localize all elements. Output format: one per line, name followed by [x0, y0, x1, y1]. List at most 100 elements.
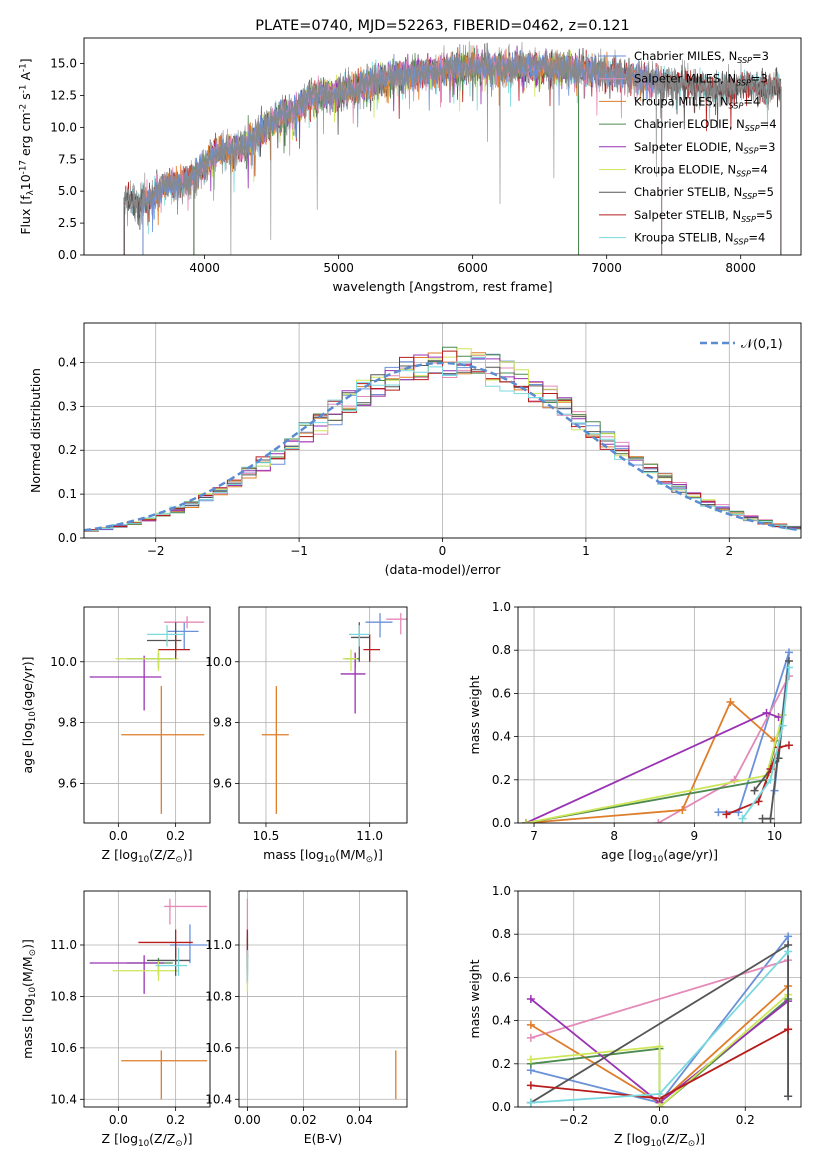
- y-tick-label: 0.4: [492, 1014, 511, 1028]
- y-tick-label: 0.0: [58, 531, 77, 545]
- weight-marker: [750, 786, 759, 795]
- axes-frame: [238, 606, 408, 824]
- weight-line: [525, 700, 776, 823]
- x-tick-label: 9: [691, 829, 699, 843]
- weight-marker: [784, 1092, 793, 1101]
- legend-label: Chabrier STELIB, NSSP=5: [634, 185, 774, 201]
- y-tick-label: 15.0: [50, 57, 77, 71]
- weight-marker: [784, 932, 793, 941]
- axes-frame: [83, 890, 211, 1108]
- chart-mass-Z: 0.0 0.2 10.4 10.6 10.8 11.0 Z [log10(Z/Z⊙)] mas…: [20, 890, 211, 1149]
- weight-marker: [784, 741, 793, 750]
- y-tick-label: 0.4: [492, 730, 511, 744]
- x-tick-label: 4000: [189, 261, 220, 275]
- legend-label: Salpeter STELIB, NSSP=5: [634, 208, 773, 224]
- weight-marker: [784, 663, 793, 672]
- observed-spectrum: [123, 41, 782, 255]
- weight-line: [741, 667, 790, 820]
- axes-frame: [83, 322, 802, 539]
- weight-marker: [655, 1090, 664, 1099]
- y-tick-label: 11.0: [50, 938, 77, 952]
- chart-residuals: −2 −1 0 1 2 0.0 0.1 0.2 0.3 0.4 (data-model)/error…: [28, 322, 802, 577]
- y-tick-label: 9.6: [213, 776, 232, 790]
- chart-weight-age: 7 8 9 10 0.0 0.2 0.4 0.6 0.8 1.0 age [log10(age/yr…: [467, 600, 802, 865]
- chart-weight-Z: −0.2 0.0 0.2 0.0 0.2 0.4 0.6 0.8 1.0 Z [log10(Z/Z…: [467, 884, 802, 1149]
- y-axis-label: Normed distribution: [28, 368, 43, 493]
- legend-label: Chabrier MILES, NSSP=3: [634, 49, 769, 65]
- x-tick-label: 0.02: [290, 1113, 317, 1127]
- x-tick-label: −0.2: [559, 1113, 588, 1127]
- x-tick-label: −1: [290, 544, 308, 558]
- weight-marker: [526, 1081, 535, 1090]
- x-tick-label: 11.0: [356, 829, 383, 843]
- x-tick-label: 0.2: [736, 1113, 755, 1127]
- plot-area: [84, 607, 210, 823]
- x-tick-label: 7000: [591, 261, 622, 275]
- weight-marker: [766, 775, 775, 784]
- chart-spectrum: 4000 5000 6000 7000 8000 0.0 2.5 5.0 7.5 10.0 12.5…: [18, 18, 802, 294]
- plot-area: [84, 323, 801, 538]
- y-tick-label: 7.5: [58, 152, 77, 166]
- weight-marker: [526, 1033, 535, 1042]
- y-axis-label: mass [log10(M/M⊙)]: [20, 939, 38, 1059]
- plot-area: [84, 891, 210, 1107]
- chart-mass-ebv: 0.00 0.02 0.04 10.4 10.6 10.8 11.0 E(B-V): [205, 890, 408, 1146]
- x-axis-label: Z [log10(Z/Z⊙)]: [102, 1131, 193, 1149]
- y-tick-label: 10.4: [50, 1092, 77, 1106]
- weight-marker: [762, 708, 771, 717]
- y-tick-label: 0.0: [58, 248, 77, 262]
- weight-marker: [766, 814, 775, 823]
- weight-marker: [758, 814, 767, 823]
- legend-label: Kroupa STELIB, NSSP=4: [634, 231, 765, 247]
- x-tick-label: 8: [610, 829, 618, 843]
- weight-marker: [526, 995, 535, 1003]
- x-tick-label: 6000: [457, 261, 488, 275]
- y-axis-label: mass weight: [467, 675, 482, 754]
- axes-frame: [517, 890, 802, 1108]
- weight-marker: [778, 721, 787, 730]
- weight-line: [657, 675, 790, 823]
- y-tick-label: 12.5: [50, 88, 77, 102]
- y-axis-label: age [log10(age/yr)]: [20, 656, 38, 773]
- y-tick-label: 1.0: [492, 884, 511, 898]
- legend-label: Salpeter MILES, NSSP=3: [634, 72, 768, 88]
- x-tick-label: 0.0: [109, 1113, 128, 1127]
- y-tick-label: 0.0: [492, 816, 511, 830]
- chart-title: PLATE=0740, MJD=52263, FIBERID=0462, z=0…: [255, 18, 629, 34]
- weight-line: [530, 959, 789, 1039]
- weight-marker: [526, 1020, 535, 1029]
- plot-area: [518, 607, 801, 823]
- weight-marker: [526, 1098, 535, 1107]
- axes-frame: [83, 606, 211, 824]
- x-axis-label: Z [log10(Z/Z⊙)]: [614, 1131, 705, 1149]
- y-tick-label: 0.2: [492, 1057, 511, 1071]
- plot-area: [239, 607, 407, 823]
- x-axis-label: E(B-V): [304, 1131, 343, 1146]
- y-tick-label: 9.8: [58, 716, 77, 730]
- x-tick-label: 10: [767, 829, 782, 843]
- plot-area: [239, 891, 407, 1107]
- y-tick-label: 0.6: [492, 686, 511, 700]
- x-tick-label: 0.2: [166, 829, 185, 843]
- plot-area: [123, 41, 782, 255]
- weight-line: [530, 994, 789, 1107]
- y-axis-label: Flux [fλ10-17 erg cm-2 s-1 A-1]: [18, 58, 36, 234]
- weight-marker: [784, 648, 793, 657]
- weight-marker: [678, 806, 687, 815]
- weight-marker: [526, 1055, 535, 1064]
- y-tick-label: 0.8: [492, 643, 511, 657]
- y-tick-label: 0.2: [58, 443, 77, 457]
- axes-frame: [517, 606, 802, 824]
- y-tick-label: 0.1: [58, 487, 77, 501]
- weight-marker: [655, 1042, 664, 1051]
- y-tick-label: 10.4: [205, 1092, 232, 1106]
- y-tick-label: 0.6: [492, 970, 511, 984]
- y-tick-label: 0.0: [492, 1100, 511, 1114]
- y-tick-label: 10.6: [205, 1041, 232, 1055]
- x-tick-label: 0.0: [109, 829, 128, 843]
- chart-age-mass: 10.5 11.0 9.6 9.8 10.0 mass [log10(M/M⊙)]: [205, 606, 408, 865]
- y-tick-label: 10.0: [205, 655, 232, 669]
- x-tick-label: 7: [530, 829, 538, 843]
- y-tick-label: 10.8: [50, 989, 77, 1003]
